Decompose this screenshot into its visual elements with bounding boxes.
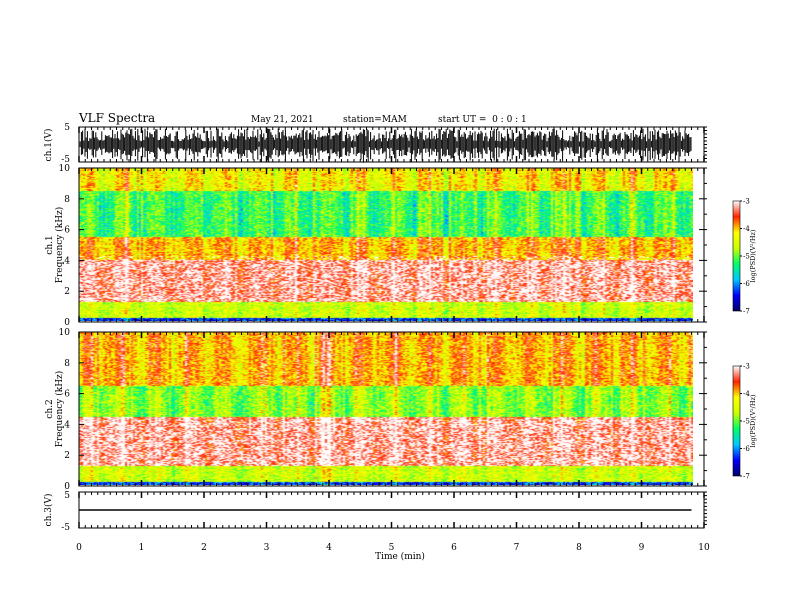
colorbar-2-scale	[732, 365, 741, 477]
ch1-waveform-ylabel: ch.1(V)	[43, 129, 54, 162]
ch2-colorbar: -3 -4 -5 -6 -7 log(PSD)(V²/Hz)	[732, 363, 757, 481]
colorbar-1-tick--7: -7	[743, 308, 750, 316]
spec2-ytick-4: 4	[64, 420, 70, 430]
ch2-spectrogram-ylabel: ch.2 Frequency (kHz)	[45, 371, 65, 448]
colorbar-1-scale	[732, 200, 741, 312]
spec2-ytick-0: 0	[64, 482, 70, 492]
colorbar-1-tick--4: -4	[743, 225, 750, 233]
start-ut-label: start UT = 0 : 0 : 1	[438, 115, 527, 125]
ch3-ytick-bottom: -5	[61, 523, 70, 533]
time-tick-8: 8	[576, 543, 582, 553]
time-tick-2: 2	[201, 543, 207, 553]
spec1-ytick-10: 10	[59, 164, 71, 174]
colorbar-1-tick--5: -5	[743, 253, 750, 261]
ch1-ylabel-frequency: Frequency (kHz)	[54, 207, 65, 284]
ch1-waveform-panel: 5 -5 ch.1(V)	[43, 123, 705, 165]
time-axis-ticks: 0 1 2 3 4 5 6 7 8 9 10	[76, 543, 710, 553]
date-label: May 21, 2021	[251, 115, 314, 125]
spec2-ytick-2: 2	[64, 451, 70, 461]
colorbar-2-tick--4: -4	[743, 390, 750, 398]
time-axis-label: Time (min)	[375, 551, 425, 562]
figure-title: VLF Spectra	[78, 111, 155, 125]
time-tick-3: 3	[264, 543, 270, 553]
spec1-ytick-0: 0	[64, 318, 70, 328]
time-tick-4: 4	[326, 543, 332, 553]
ch3-waveform-ylabel: ch.3(V)	[43, 494, 54, 527]
ch1-ytick-bottom: -5	[61, 155, 70, 165]
ch2-spectrogram-panel: 0 2 4 6 8 10 ch.2 Frequency (kHz)	[45, 328, 705, 492]
ch2-ylabel-frequency: Frequency (kHz)	[54, 371, 65, 448]
spec1-ytick-4: 4	[64, 256, 70, 266]
time-tick-6: 6	[451, 543, 457, 553]
ch1-ylabel-channel: ch.1	[45, 235, 55, 254]
colorbar-2-tick--6: -6	[743, 445, 750, 453]
spec2-ytick-6: 6	[64, 390, 70, 400]
time-tick-9: 9	[639, 543, 645, 553]
colorbar-1-tick--3: -3	[743, 198, 750, 206]
spec1-ytick-2: 2	[64, 287, 70, 297]
colorbar-1-label: log(PSD)(V²/Hz)	[749, 229, 757, 282]
station-label: station=MAM	[343, 115, 407, 125]
spec1-ytick-8: 8	[64, 195, 70, 205]
ch1-ytick-top: 5	[64, 123, 70, 133]
colorbar-1-tick--6: -6	[743, 280, 750, 288]
ch1-spectrogram-panel: 0 2 4 6 8 10 ch.1 Frequency (kHz)	[45, 164, 705, 328]
time-tick-5: 5	[389, 543, 395, 553]
frame-minor-ticks	[78, 126, 707, 528]
ch1-spectrogram-ylabel: ch.1 Frequency (kHz)	[45, 207, 65, 284]
ch2-ylabel-channel: ch.2	[45, 399, 55, 418]
colorbar-2-tick--5: -5	[743, 418, 750, 426]
colorbar-2-tick--7: -7	[743, 473, 750, 481]
ch1-waveform-trace	[78, 128, 692, 163]
time-tick-7: 7	[514, 543, 520, 553]
ch1-colorbar: -3 -4 -5 -6 -7 log(PSD)(V²/Hz)	[732, 198, 757, 316]
spec2-ytick-8: 8	[64, 359, 70, 369]
colorbar-2-tick--3: -3	[743, 363, 750, 371]
spec1-ytick-6: 6	[64, 226, 70, 236]
ch1-spectrogram-image	[79, 168, 693, 321]
time-tick-10: 10	[698, 543, 710, 553]
colorbar-2-label: log(PSD)(V²/Hz)	[749, 394, 757, 447]
time-tick-0: 0	[76, 543, 82, 553]
spec2-ytick-10: 10	[59, 328, 71, 338]
time-tick-1: 1	[139, 543, 145, 553]
ch2-spectrogram-image	[79, 332, 693, 485]
ch3-ytick-top: 5	[64, 491, 70, 501]
